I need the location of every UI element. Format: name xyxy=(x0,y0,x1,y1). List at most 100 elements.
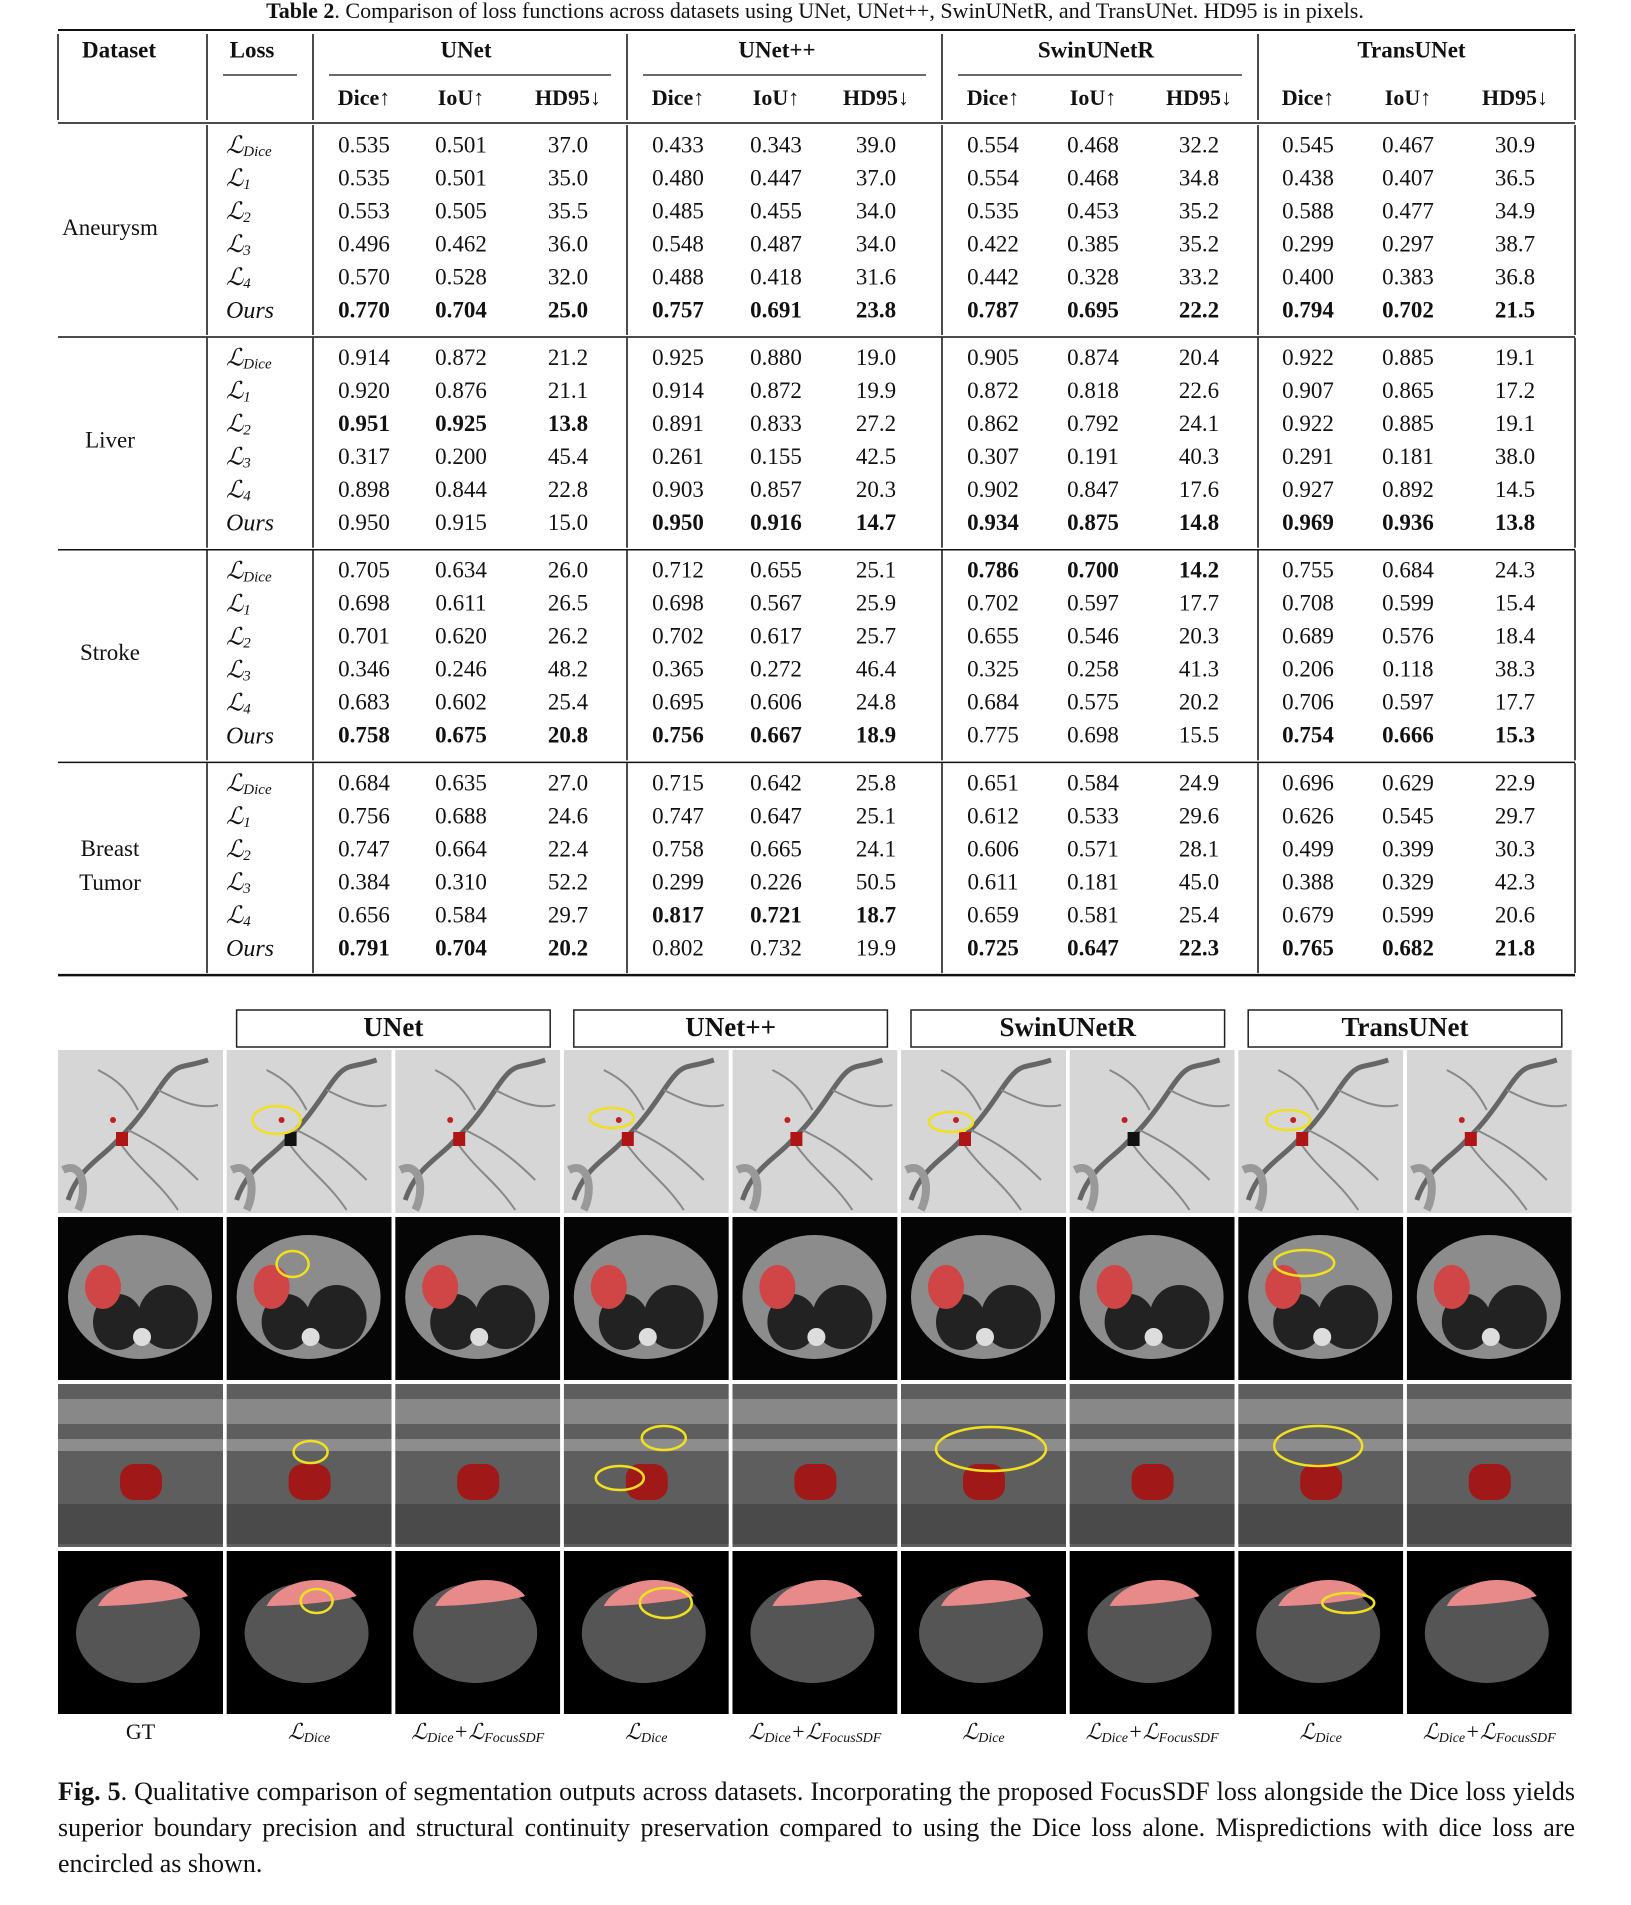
segmentation xyxy=(625,1464,668,1500)
loss-label: ℒ3 xyxy=(226,657,251,685)
cell-value: 25.9 xyxy=(856,591,896,616)
cell-value: 0.683 xyxy=(338,690,390,715)
cell-value: 27.0 xyxy=(548,770,588,795)
header-metric: HD95↓ xyxy=(1166,85,1232,110)
image-cell xyxy=(1069,1217,1235,1380)
brain xyxy=(1256,1583,1381,1683)
cell-value: 23.8 xyxy=(856,297,896,322)
cell-value: 0.702 xyxy=(1382,297,1434,322)
cell-value: 0.528 xyxy=(435,264,487,289)
cell-value: 31.6 xyxy=(856,264,896,289)
cell-value: 0.365 xyxy=(652,657,704,682)
cell-value: 0.758 xyxy=(338,723,390,748)
cell-value: 0.467 xyxy=(1382,132,1434,157)
image-cell xyxy=(395,1050,561,1213)
label-main: +ℒ xyxy=(791,1719,823,1744)
cell-value: 25.4 xyxy=(548,690,589,715)
cell-value: 0.902 xyxy=(967,477,1019,502)
column-label: ℒDice xyxy=(288,1719,330,1746)
label-sub: Dice xyxy=(763,1731,790,1746)
cell-value: 0.698 xyxy=(1067,723,1119,748)
cell-value: 0.872 xyxy=(967,378,1019,403)
segmentation xyxy=(1458,1117,1465,1123)
spine xyxy=(1313,1328,1332,1346)
vessel xyxy=(61,1164,87,1212)
loss-label: ℒ1 xyxy=(226,591,251,619)
image-cell xyxy=(563,1384,729,1547)
cell-value: 42.3 xyxy=(1495,869,1535,894)
segmentation xyxy=(621,1132,634,1146)
cell-value: 0.922 xyxy=(1282,411,1334,436)
cell-value: 20.3 xyxy=(1179,624,1219,649)
cell-value: 0.297 xyxy=(1382,231,1434,256)
band xyxy=(732,1399,898,1424)
cell-value: 0.455 xyxy=(750,198,802,223)
cell-value: 0.647 xyxy=(750,803,802,828)
header-box xyxy=(910,1009,1226,1048)
column-label: ℒDice xyxy=(1300,1719,1342,1746)
cell-value: 0.567 xyxy=(750,591,802,616)
dataset-name: Liver xyxy=(85,427,135,452)
error-circle xyxy=(275,1249,310,1279)
cell-value: 0.546 xyxy=(1067,624,1119,649)
loss-main: ℒ xyxy=(226,624,244,650)
cell-value: 25.8 xyxy=(856,770,896,795)
segmentation xyxy=(435,1579,526,1606)
cell-value: 0.261 xyxy=(652,444,704,469)
cell-value: 13.8 xyxy=(548,411,588,436)
cell-value: 0.191 xyxy=(1067,444,1119,469)
loss-label: ℒDice xyxy=(226,345,272,373)
cell-value: 0.695 xyxy=(652,690,704,715)
segmentation xyxy=(98,1579,188,1606)
loss-sub: 4 xyxy=(243,702,251,718)
cell-value: 0.468 xyxy=(1067,165,1119,190)
cell-value: 0.606 xyxy=(750,690,802,715)
segmentation xyxy=(1109,1579,1200,1606)
band xyxy=(1406,1439,1572,1451)
header-model: UNet xyxy=(440,37,491,62)
brain xyxy=(1087,1583,1212,1683)
cell-value: 0.612 xyxy=(967,803,1019,828)
cell-value: 0.442 xyxy=(967,264,1019,289)
cell-value: 21.1 xyxy=(548,378,588,403)
loss-label: ℒ3 xyxy=(226,444,251,472)
image-cell xyxy=(732,1551,898,1714)
cell-value: 14.2 xyxy=(1179,558,1219,583)
cell-value: 0.485 xyxy=(652,198,704,223)
cell-value: 0.705 xyxy=(338,558,390,583)
spine xyxy=(301,1328,320,1346)
segmentation xyxy=(110,1117,116,1123)
image-cell xyxy=(901,1551,1066,1714)
cell-value: 45.0 xyxy=(1179,869,1219,894)
loss-label: Ours xyxy=(226,936,274,962)
cell-value: 25.1 xyxy=(856,803,896,828)
loss-label: ℒDice xyxy=(226,133,272,161)
segmentation xyxy=(1300,1464,1343,1500)
cell-value: 0.571 xyxy=(1067,836,1119,861)
image-cell xyxy=(226,1217,392,1380)
label-main: +ℒ xyxy=(1128,1719,1160,1744)
cell-value: 35.5 xyxy=(548,198,588,223)
cell-value: 0.487 xyxy=(750,231,802,256)
vessel xyxy=(908,1057,1052,1201)
vessel xyxy=(603,1069,725,1211)
loss-label: ℒ3 xyxy=(226,232,251,260)
column-header: UNet xyxy=(363,1012,423,1042)
band xyxy=(58,1399,223,1424)
cell-value: 19.1 xyxy=(1495,411,1535,436)
cell-value: 0.696 xyxy=(1282,770,1334,795)
loss-main: Ours xyxy=(226,723,274,749)
lung xyxy=(138,1285,198,1349)
cell-value: 42.5 xyxy=(856,444,896,469)
image-cell xyxy=(1069,1384,1235,1547)
cell-value: 21.5 xyxy=(1495,297,1535,322)
cell-value: 0.385 xyxy=(1067,231,1119,256)
loss-sub: 3 xyxy=(242,882,251,898)
cell-value: 0.433 xyxy=(652,132,704,157)
loss-sub: Dice xyxy=(242,144,272,160)
loss-sub: 2 xyxy=(243,210,251,226)
segmentation xyxy=(422,1265,459,1309)
label-main: ℒ xyxy=(1300,1719,1317,1744)
image-cell xyxy=(1238,1050,1404,1213)
vessel xyxy=(771,1069,893,1211)
